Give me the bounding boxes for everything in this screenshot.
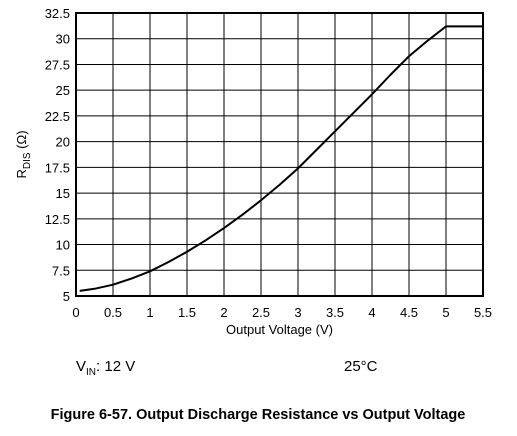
figure-caption: Figure 6-57. Output Discharge Resistance… [51, 407, 466, 423]
x-tick-label: 4.5 [400, 305, 418, 320]
y-tick-label: 15 [56, 186, 70, 201]
x-tick-label: 2 [220, 305, 227, 320]
x-tick-labels: 0 0.5 1 1.5 2 2.5 3 3.5 4 4.5 5 5.5 [72, 305, 492, 320]
x-tick-label: 0 [72, 305, 79, 320]
vin-label-main: V [76, 358, 86, 375]
x-tick-label: 5 [442, 305, 449, 320]
y-tick-label: 12.5 [45, 212, 70, 227]
plot-frame [75, 12, 484, 297]
temperature-condition: 25°C [344, 358, 378, 375]
y-axis-label: RDIS (Ω) [14, 130, 33, 178]
x-tick-label: 3.5 [326, 305, 344, 320]
x-tick-label: 5.5 [474, 305, 492, 320]
y-tick-label: 7.5 [52, 263, 70, 278]
y-tick-label: 30 [56, 32, 70, 47]
series-line-0 [79, 25, 483, 292]
vin-label-sub: IN [86, 367, 96, 378]
y-tick-label: 27.5 [45, 57, 70, 72]
y-tick-label: 5 [63, 289, 70, 304]
y-tick-label: 10 [56, 238, 70, 253]
y-tick-label: 20 [56, 135, 70, 150]
x-tick-label: 1.5 [178, 305, 196, 320]
y-axis-label-sub: DIS [22, 152, 33, 169]
x-tick-label: 0.5 [104, 305, 122, 320]
y-tick-labels: 5 7.5 10 12.5 15 17.5 20 22.5 25 27.5 30 32.5 [45, 6, 70, 304]
y-axis-label-unit: (Ω) [14, 130, 29, 152]
x-tick-label: 2.5 [252, 305, 270, 320]
x-axis-label: Output Voltage (V) [226, 322, 333, 337]
vin-condition: VIN: 12 V [76, 358, 135, 378]
y-tick-label: 32.5 [45, 6, 70, 21]
y-tick-label: 25 [56, 83, 70, 98]
series-group [79, 25, 483, 292]
x-tick-label: 3 [294, 305, 301, 320]
grid-lines [75, 12, 484, 297]
y-tick-label: 17.5 [45, 160, 70, 175]
x-tick-label: 1 [146, 305, 153, 320]
vin-label-value: : 12 V [96, 358, 135, 375]
x-tick-label: 4 [368, 305, 375, 320]
y-tick-label: 22.5 [45, 109, 70, 124]
y-axis-label-main: R [14, 169, 29, 178]
